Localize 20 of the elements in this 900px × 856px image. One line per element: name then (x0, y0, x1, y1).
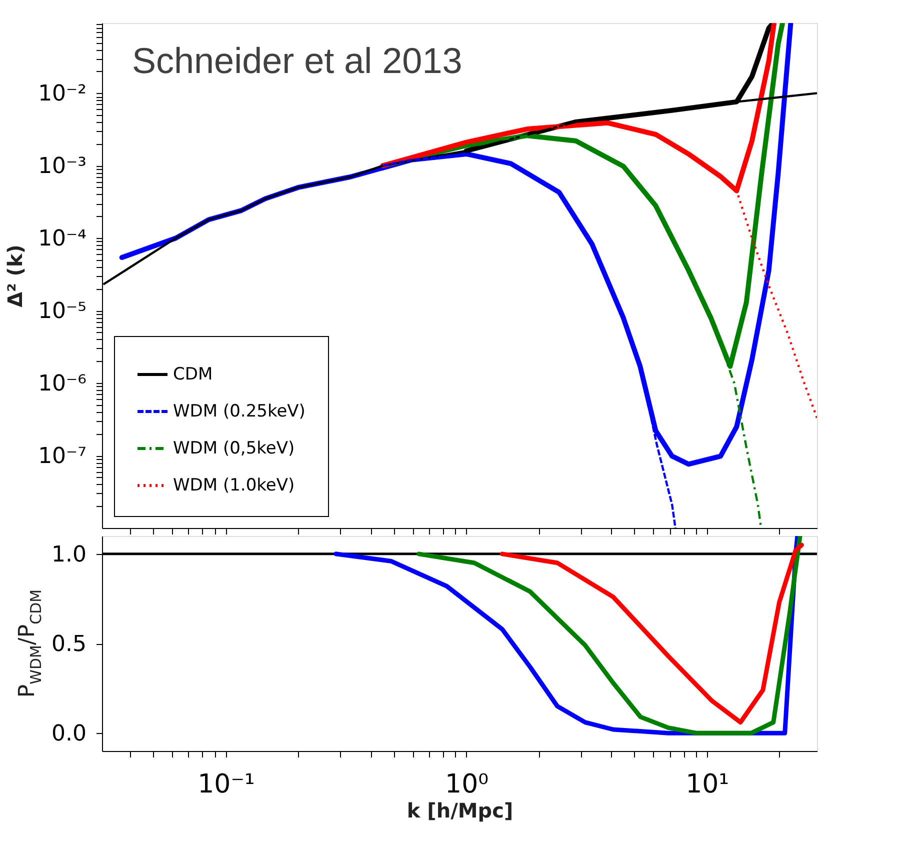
x-tick-label: 10⁰ (445, 770, 489, 800)
legend-label: WDM (0,5keV) (173, 438, 295, 458)
y-axis-title: PWDM/PCDM (15, 589, 45, 698)
legend-label: WDM (1.0keV) (173, 476, 295, 496)
y-tick-label: 1.0 (52, 542, 86, 568)
legend-label: CDM (173, 364, 213, 384)
y-tick-label: 10⁻³ (38, 154, 86, 180)
y-tick-label: 0.0 (52, 722, 86, 747)
y-axis-title: Δ² (k) (3, 244, 28, 308)
y-tick-label: 10⁻² (38, 82, 86, 107)
x-tick-label: 10¹ (686, 770, 730, 800)
y-tick-label: 0.5 (52, 632, 86, 657)
y-tick-label: 10⁻⁶ (38, 372, 87, 397)
annotation: Schneider et al 2013 (132, 40, 462, 81)
x-axis-title: k [h/Mpc] (406, 798, 514, 822)
x-tick-label: 10⁻¹ (198, 770, 255, 800)
y-tick-label: 10⁻⁴ (38, 226, 87, 252)
legend-label: WDM (0.25keV) (173, 402, 306, 422)
y-tick-label: 10⁻⁵ (38, 299, 86, 324)
y-tick-label: 10⁻⁷ (38, 444, 86, 470)
